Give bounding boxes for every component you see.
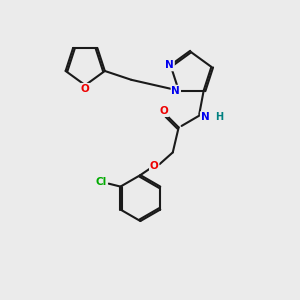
Text: H: H xyxy=(215,112,223,122)
Text: O: O xyxy=(150,161,159,171)
Text: Cl: Cl xyxy=(96,177,107,187)
Text: O: O xyxy=(81,84,90,94)
Text: N: N xyxy=(165,60,174,70)
Text: N: N xyxy=(171,85,180,96)
Text: O: O xyxy=(160,106,168,116)
Text: N: N xyxy=(201,112,209,122)
